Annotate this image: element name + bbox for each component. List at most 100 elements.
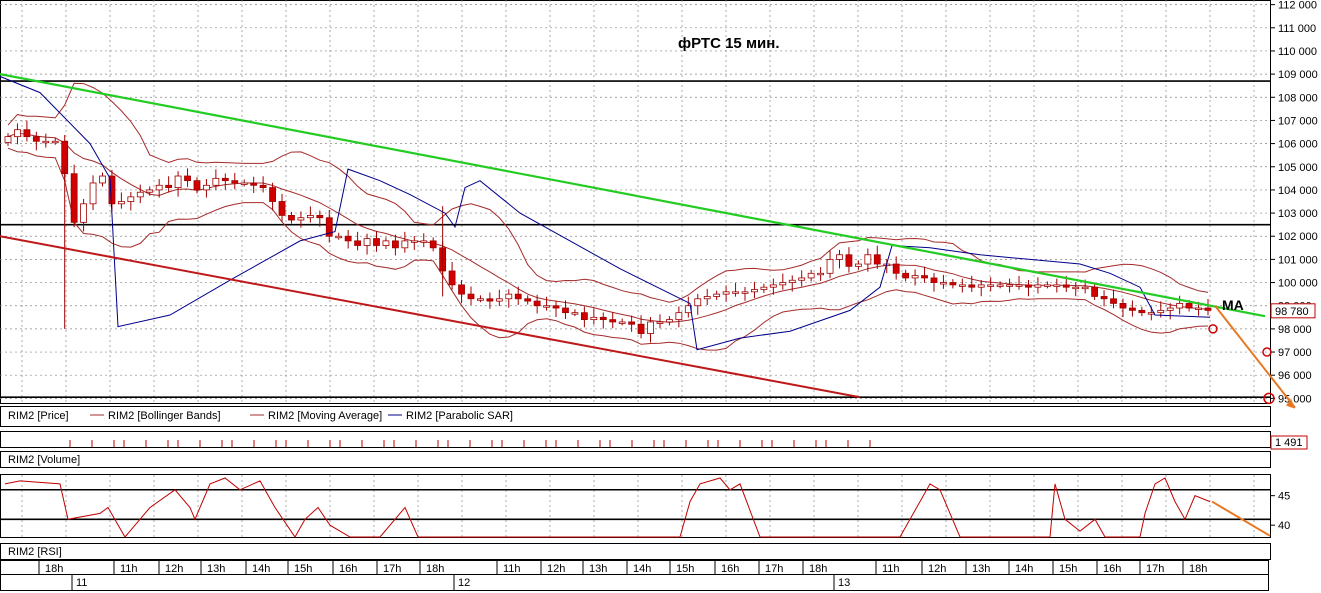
hour-label: 11h [882, 563, 900, 575]
candle [203, 184, 210, 191]
ytick-label: 103 000 [1278, 208, 1318, 220]
candle [514, 293, 522, 300]
candle [212, 177, 220, 186]
candle [713, 293, 721, 297]
ytick-label: 101 000 [1278, 254, 1318, 266]
candle [392, 240, 399, 249]
volume-last-label: 1 491 [1275, 437, 1303, 449]
rsi-legend-frame [0, 543, 1271, 560]
candle [1072, 286, 1080, 290]
candle [854, 263, 862, 267]
target-circle [1262, 347, 1272, 357]
chart-title: фРТС 15 мин. [678, 35, 780, 52]
candle [722, 291, 730, 295]
candle [117, 201, 125, 205]
ytick-label: 106 000 [1278, 139, 1318, 151]
last-price-box [1270, 303, 1316, 319]
candle [335, 235, 343, 239]
target-circle [1263, 392, 1275, 405]
time-axis: 18h 11h 12h 13h 14h 15h 16h 17h 18h 11h 12h 13h 14h 1… [0, 560, 1269, 591]
candle [826, 259, 834, 274]
candle [363, 238, 371, 246]
volume-panel-frame [0, 431, 1271, 448]
candle [1034, 284, 1042, 288]
hour-label: 14h [252, 563, 270, 575]
candle [798, 277, 806, 281]
candle [987, 284, 995, 287]
hour-label: 17h [1146, 563, 1164, 575]
bollinger-bands [7, 82, 1209, 351]
candle [89, 182, 97, 205]
hour-label: 13h [589, 563, 607, 575]
candle [269, 187, 276, 202]
candle [306, 214, 314, 219]
rsi-forecast-arrow [1211, 500, 1271, 537]
legend-frame [0, 406, 1271, 427]
candle [836, 254, 843, 260]
target-circle [1208, 324, 1218, 334]
hour-label: 12h [165, 563, 183, 575]
candle [278, 201, 286, 216]
ytick-label: 112 000 [1278, 0, 1317, 12]
candle [1025, 284, 1032, 288]
candle [741, 291, 749, 294]
rsi-tick-label: 40 [1278, 520, 1290, 532]
candle [373, 238, 380, 246]
candle [864, 254, 872, 265]
ytick-label: 107 000 [1278, 115, 1318, 127]
candle [193, 180, 201, 191]
candle [410, 240, 418, 243]
price-panel-frame [0, 0, 1271, 404]
price-legend: RIM2 [Price] RIM2 [Bollinger Bands] RIM2 [… [0, 406, 1271, 427]
candle [1006, 284, 1013, 287]
candle [1062, 284, 1070, 288]
candle [467, 293, 475, 300]
price-candles [4, 120, 1212, 343]
candle [533, 300, 541, 307]
hour-label: 11h [120, 563, 138, 575]
candle [401, 240, 409, 249]
candle [618, 321, 626, 324]
horizontal-levels [0, 80, 1270, 399]
candle [902, 272, 910, 279]
volume-legend-label: RIM2 [Volume] [8, 454, 80, 466]
candle [51, 140, 59, 144]
candle [155, 184, 163, 191]
candle [732, 291, 739, 294]
candle [1185, 303, 1193, 309]
candle [817, 272, 824, 276]
legend-label: RIM2 [Moving Average] [268, 410, 382, 422]
last-price-label: 98 780 [1275, 306, 1309, 318]
candle [694, 298, 702, 307]
candle [108, 175, 116, 205]
candle [448, 270, 456, 286]
candle [911, 275, 919, 279]
candle [769, 284, 777, 288]
candle [873, 254, 881, 265]
hour-label: 16h [1103, 563, 1121, 575]
hour-label: 13h [207, 563, 225, 575]
candle [779, 282, 787, 286]
hour-label: 18h [45, 563, 63, 575]
rsi-tick-label: 45 [1278, 491, 1290, 503]
candle [543, 305, 550, 308]
hour-label: 15h [1059, 563, 1077, 575]
candle [807, 272, 815, 279]
volume-last-box [1270, 435, 1308, 450]
ytick-label: 111 000 [1278, 23, 1316, 35]
candle [1091, 286, 1099, 297]
candle [165, 184, 173, 189]
ytick-label: 105 000 [1278, 162, 1318, 174]
candle [1195, 307, 1202, 310]
candle [892, 263, 900, 274]
candle [231, 180, 239, 184]
candle [477, 298, 484, 301]
red-trendline [0, 235, 861, 399]
candle [297, 217, 305, 221]
candle [552, 305, 560, 309]
candle [571, 312, 579, 315]
candle [429, 240, 437, 249]
sar-line [0, 75, 1211, 351]
candle [760, 286, 768, 290]
